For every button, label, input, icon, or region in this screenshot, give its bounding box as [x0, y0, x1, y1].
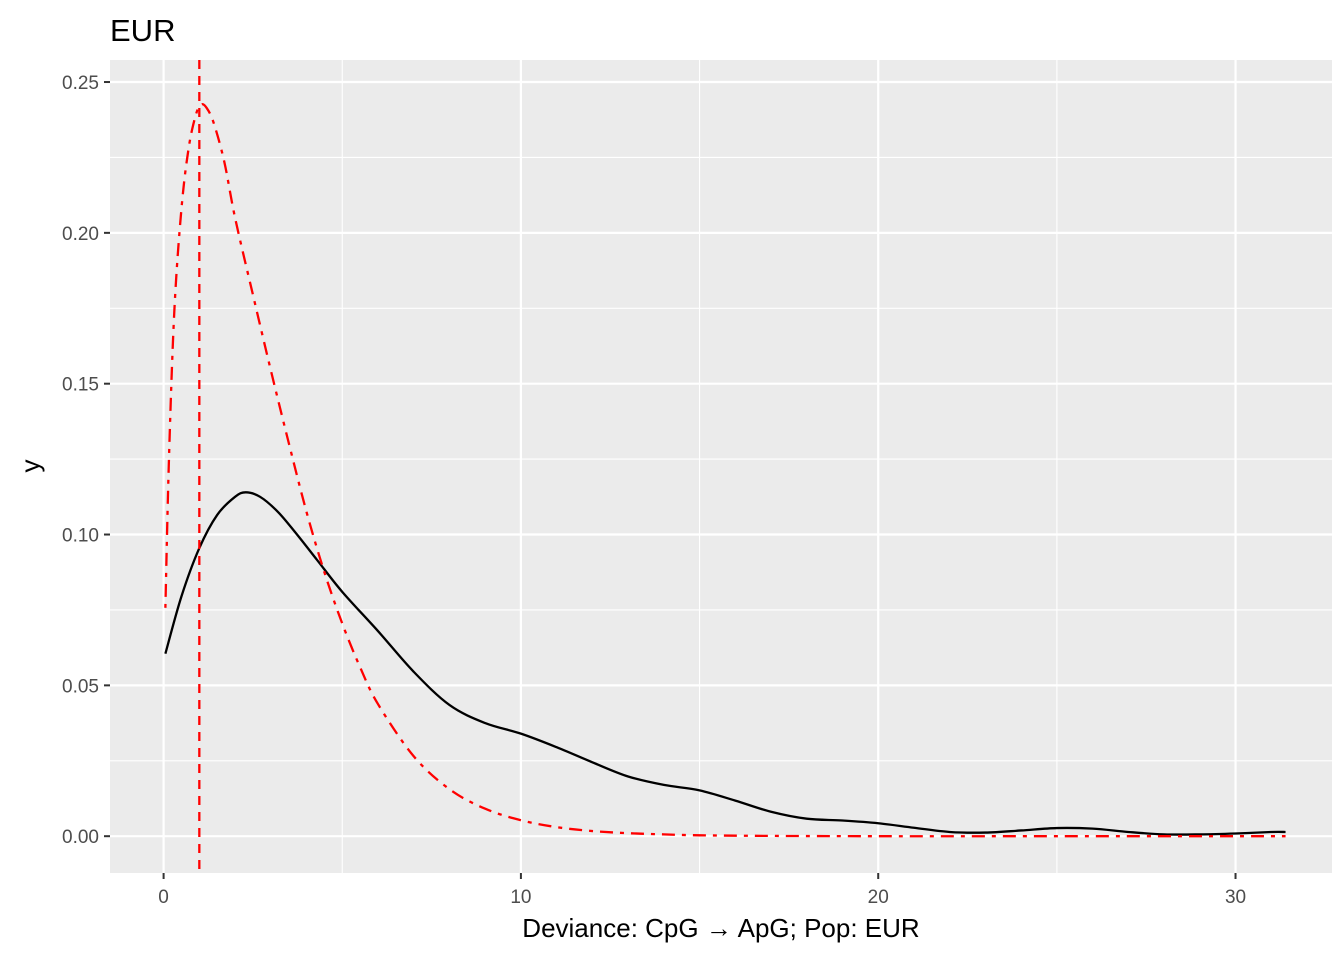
y-tick-label: 0.15 — [62, 375, 99, 396]
y-tick-label: 0.05 — [62, 676, 99, 697]
y-tick-label: 0.00 — [62, 827, 99, 848]
y-axis: 0.00 0.05 0.10 0.15 0.20 0.25 — [62, 73, 110, 848]
plot-panel — [110, 60, 1332, 873]
density-curve-expected — [164, 103, 1286, 838]
x-axis-title: Deviance: CpG → ApG; Pop: EUR — [522, 913, 919, 943]
y-tick-label: 0.20 — [62, 224, 99, 245]
x-tick-label: 0 — [158, 887, 169, 908]
y-axis-title: y — [15, 460, 45, 473]
series-layer — [164, 103, 1286, 838]
density-curve-observed — [164, 491, 1286, 836]
y-tick-label: 0.25 — [62, 73, 99, 94]
x-axis: 0 10 20 30 — [158, 873, 1246, 908]
y-tick-label: 0.10 — [62, 526, 99, 547]
chart-title: EUR — [110, 13, 175, 48]
x-tick-label: 30 — [1225, 887, 1246, 908]
minor-gridlines — [110, 60, 1332, 873]
x-tick-label: 20 — [868, 887, 889, 908]
x-tick-label: 10 — [510, 887, 531, 908]
